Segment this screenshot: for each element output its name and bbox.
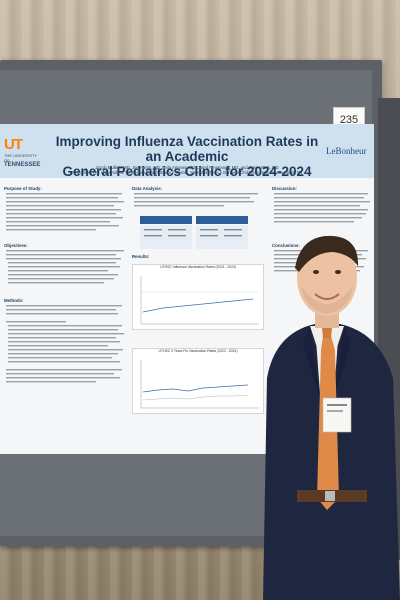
poster-authors: Jacob Mullins, MD, Joe Harris, MD, Leila… xyxy=(52,165,322,175)
section-methods: Methods: xyxy=(4,298,24,303)
poster-header: UT THE UNIVERSITY OF TENNESSEE Improving… xyxy=(0,124,374,179)
affiliation-text: Pediatrics, The University of Tennessee … xyxy=(71,170,303,175)
authors-text: Jacob Mullins, MD, Joe Harris, MD, Leila… xyxy=(95,165,279,170)
chart2-title: UTHSC 3 Years Flu Vaccination Rates (202… xyxy=(158,349,238,353)
chart1-plot xyxy=(140,276,259,325)
purpose-text-lines xyxy=(6,193,124,231)
section-discussion: Discussion: xyxy=(272,186,297,191)
section-conclusions: Conclusions: xyxy=(272,243,300,248)
poster-number: 235 xyxy=(339,114,359,126)
summary-table-graphic xyxy=(140,216,248,249)
data-analysis-text-lines xyxy=(134,193,258,207)
poster-title-line2: General Pediatrics Clinic for 2024-2024 xyxy=(62,164,312,179)
presenter-photo xyxy=(263,235,400,600)
middle-column: Data Analysis: xyxy=(132,184,262,215)
chart-vaccination-3-years: UTHSC 3 Years Flu Vaccination Rates (202… xyxy=(132,348,264,414)
left-column: Purpose of Study: Objectives: Methods: xyxy=(4,184,126,405)
discussion-text-lines xyxy=(274,193,370,223)
poster-title: Improving Influenza Vaccination Rates in… xyxy=(52,134,322,179)
section-purpose: Purpose of Study: xyxy=(4,186,42,191)
ut-logo: UT THE UNIVERSITY OF TENNESSEE xyxy=(4,136,42,168)
ut-logo-mark: UT xyxy=(4,136,23,153)
section-data-analysis: Data Analysis: xyxy=(132,186,163,191)
lebonheur-logo: LeBonheur xyxy=(326,146,367,156)
chart-vaccination-2023-2024: UTHSC Influenza Vaccination Rates (2023 … xyxy=(132,264,264,330)
objectives-text-lines xyxy=(6,250,124,284)
summary-table xyxy=(140,216,250,250)
section-results: Results: xyxy=(132,254,150,259)
results-heading-wrap: Results: xyxy=(132,252,262,259)
poster-title-line1: Improving Influenza Vaccination Rates in… xyxy=(55,134,319,164)
section-objectives: Objectives: xyxy=(4,243,28,248)
chart2-plot xyxy=(140,360,259,409)
ut-logo-name-line1: THE UNIVERSITY OF xyxy=(4,153,38,163)
chart1-title: UTHSC Influenza Vaccination Rates (2023 … xyxy=(160,265,236,269)
methods-text-lines xyxy=(6,305,124,383)
ut-logo-name-line2: TENNESSEE xyxy=(4,162,41,168)
